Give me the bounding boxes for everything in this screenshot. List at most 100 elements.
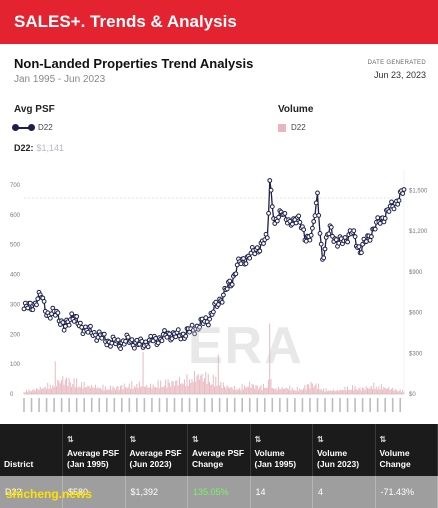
volume-bar bbox=[367, 388, 369, 394]
x-tick-mark bbox=[399, 398, 402, 412]
volume-bar bbox=[265, 387, 267, 394]
volume-bar bbox=[200, 375, 202, 394]
volume-bar bbox=[392, 387, 394, 394]
volume-bar bbox=[304, 384, 306, 394]
volume-bar bbox=[76, 378, 78, 394]
volume-bar bbox=[300, 389, 302, 394]
data-point bbox=[400, 191, 406, 196]
volume-bar bbox=[290, 390, 292, 394]
volume-bar bbox=[334, 391, 336, 394]
volume-bar bbox=[306, 384, 308, 394]
volume-bar bbox=[285, 387, 287, 394]
volume-bar bbox=[246, 386, 248, 394]
col-vol-start[interactable]: ⇅ Volume (Jan 1995) bbox=[250, 424, 313, 476]
volume-bar bbox=[122, 389, 124, 394]
trend-chart[interactable]: 0 100 200 300 400 500 600 700 $0 $300 $600 $900 $1,… bbox=[0, 158, 438, 420]
volume-bar bbox=[224, 386, 226, 394]
x-tick-mark bbox=[248, 398, 251, 412]
data-point bbox=[55, 310, 61, 316]
data-point bbox=[60, 320, 66, 325]
volume-bar bbox=[400, 392, 402, 394]
y-right-tick-label: $1,200 bbox=[409, 229, 428, 235]
data-point bbox=[375, 215, 381, 221]
volume-bar bbox=[192, 382, 194, 394]
data-point bbox=[69, 311, 75, 317]
x-tick-mark bbox=[173, 398, 176, 412]
x-tick-mark bbox=[23, 398, 25, 412]
x-tick-mark bbox=[121, 398, 123, 412]
volume-bar bbox=[104, 386, 106, 394]
volume-bar bbox=[296, 386, 298, 394]
volume-bar bbox=[196, 375, 198, 394]
volume-bar bbox=[87, 385, 89, 394]
volume-bar bbox=[314, 385, 316, 394]
volume-bar bbox=[106, 390, 108, 394]
data-point bbox=[307, 237, 313, 243]
x-axis bbox=[23, 398, 402, 412]
volume-bar bbox=[344, 386, 346, 394]
x-tick-mark bbox=[324, 398, 326, 412]
volume-bar bbox=[183, 379, 185, 394]
sort-arrows-icon: ⇅ bbox=[379, 435, 387, 444]
x-tick-mark bbox=[369, 398, 371, 412]
volume-bar bbox=[134, 387, 137, 394]
data-point bbox=[396, 198, 402, 203]
volume-bar bbox=[305, 389, 307, 394]
col-vol-change[interactable]: ⇅ Volume Change bbox=[375, 424, 438, 476]
volume-bar bbox=[78, 386, 80, 394]
data-point bbox=[159, 338, 165, 344]
volume-bar bbox=[398, 391, 400, 394]
volume-bar bbox=[187, 385, 189, 394]
volume-bar bbox=[101, 389, 103, 394]
y-tick-label: 600 bbox=[10, 213, 21, 219]
brand-title: SALES+. Trends & Analysis bbox=[14, 12, 237, 31]
volume-bar bbox=[343, 390, 345, 394]
data-point bbox=[132, 345, 137, 351]
volume-bar bbox=[72, 384, 74, 394]
col-vol-end[interactable]: ⇅ Volume (Jun 2023) bbox=[312, 424, 376, 476]
legend-item-avg-psf[interactable]: D22 bbox=[12, 122, 74, 134]
legend-item-volume[interactable]: D22 bbox=[278, 122, 338, 134]
volume-bar bbox=[175, 380, 177, 394]
volume-bar bbox=[123, 383, 125, 394]
volume-bar bbox=[81, 382, 83, 394]
volume-bar bbox=[271, 387, 273, 394]
volume-bar bbox=[185, 386, 187, 394]
x-tick-mark bbox=[30, 398, 33, 412]
legend-line-swatch bbox=[14, 127, 32, 129]
data-point bbox=[41, 299, 47, 304]
volume-bar bbox=[151, 388, 153, 394]
volume-bar bbox=[208, 381, 211, 394]
volume-bar bbox=[39, 386, 41, 394]
volume-bar bbox=[346, 386, 349, 394]
data-point bbox=[391, 206, 397, 212]
volume-bar bbox=[30, 391, 32, 394]
volume-bar bbox=[245, 387, 247, 394]
data-point bbox=[243, 261, 249, 266]
volume-bar bbox=[301, 390, 303, 394]
data-point bbox=[264, 235, 270, 241]
col-psf-end[interactable]: ⇅ Average PSF (Jun 2023) bbox=[125, 424, 188, 476]
data-point bbox=[276, 214, 282, 220]
volume-bar bbox=[186, 374, 188, 394]
volume-bar bbox=[150, 383, 152, 394]
data-point bbox=[267, 178, 273, 183]
volume-bar bbox=[234, 385, 236, 394]
col-psf-change[interactable]: ⇅ Average PSF Change bbox=[187, 424, 251, 476]
x-tick-mark bbox=[143, 398, 146, 412]
data-point bbox=[336, 240, 342, 246]
volume-bar bbox=[377, 389, 379, 394]
x-tick-mark bbox=[151, 398, 153, 412]
x-tick-mark bbox=[166, 398, 168, 412]
x-tick-mark bbox=[90, 398, 93, 412]
volume-bar bbox=[93, 388, 95, 394]
volume-bar bbox=[190, 382, 192, 394]
data-point bbox=[25, 305, 31, 311]
legend-label-avg: D22 bbox=[38, 123, 53, 132]
volume-bar bbox=[23, 392, 25, 394]
data-point bbox=[101, 331, 107, 337]
volume-bar bbox=[107, 389, 109, 394]
y-tick-label: 200 bbox=[10, 332, 21, 338]
watermark-logo: ERA bbox=[188, 317, 304, 375]
col-psf-start[interactable]: ⇅ Average PSF (Jan 1995) bbox=[62, 424, 126, 476]
